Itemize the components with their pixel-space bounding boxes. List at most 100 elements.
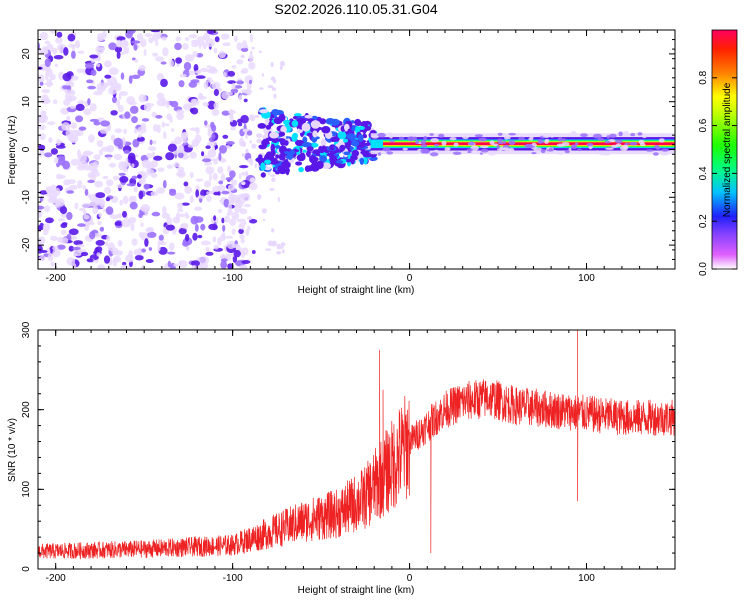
spectrogram-cell — [177, 152, 184, 159]
spectrogram-cell — [96, 85, 106, 93]
spectrogram-cell — [62, 72, 72, 82]
spectrogram-cell — [248, 182, 258, 191]
spectrogram-cell — [200, 240, 211, 246]
spectrogram-cell — [185, 246, 190, 251]
spectrogram-cell — [162, 180, 167, 189]
spectrogram-cell — [162, 205, 167, 215]
spectrogram-cell — [213, 244, 219, 250]
spectrogram-cell — [211, 145, 216, 153]
spectrogram-cell — [94, 180, 104, 188]
spectrogram-cell — [93, 154, 101, 161]
spectrogram-cell — [145, 259, 154, 263]
spectrogram-cell — [223, 72, 227, 78]
spectrogram-cell — [131, 163, 135, 168]
spectrogram-cell — [201, 151, 205, 157]
spectrogram-cell — [270, 61, 274, 68]
spectrogram-cell — [208, 67, 218, 74]
spectrogram-cell — [298, 167, 304, 173]
spectrogram-cell — [92, 161, 99, 169]
spectrogram-cell — [343, 151, 351, 156]
spectrogram-cell — [479, 152, 483, 155]
spectrogram-cell — [138, 94, 147, 103]
spectrogram-cell — [304, 165, 311, 172]
spectrogram-cell — [189, 108, 194, 113]
spectrogram-cell — [129, 201, 138, 210]
spectrogram-cell — [87, 98, 91, 106]
spectrogram-cell — [227, 184, 236, 191]
spectrogram-cell — [231, 211, 240, 220]
spectrogram-cell — [496, 144, 500, 150]
spectrogram-cell — [138, 178, 143, 185]
spectrogram-cell — [89, 221, 95, 226]
spectrogram-cell — [50, 235, 58, 241]
spectrogram-cell — [351, 149, 360, 157]
x-tick-label: -100 — [223, 273, 243, 284]
spectrogram-cell — [269, 131, 279, 139]
spectrogram-cell — [238, 94, 243, 101]
y-tick-label: 100 — [21, 481, 32, 498]
spectrogram-cell — [250, 33, 253, 43]
spectrogram-cell — [38, 209, 43, 218]
spectrogram-cell — [129, 105, 139, 114]
spectrogram-cell — [577, 148, 582, 152]
spectrogram-cell — [441, 140, 447, 146]
spectrogram-cell — [243, 221, 247, 225]
spectrogram-cell — [227, 165, 231, 173]
spectrogram-cell — [192, 51, 198, 58]
spectrogram-cell — [220, 260, 228, 269]
spectrogram-cell — [206, 191, 210, 195]
spectrogram-cell — [197, 195, 206, 199]
spectrogram-cell — [87, 179, 95, 184]
spectrogram-cell — [281, 249, 285, 254]
spectrogram-cell — [246, 130, 253, 136]
spectrogram-cell — [116, 51, 121, 59]
snr-axes: -200 -100 0 100 0 100 200 300 — [21, 321, 676, 584]
spectrogram-cell — [126, 183, 136, 187]
spectrogram-cell — [618, 131, 623, 137]
spectrogram-cell — [466, 148, 473, 152]
spectrogram-cell — [131, 40, 141, 44]
spectrogram-cell — [438, 133, 445, 138]
spectrogram-cell — [118, 172, 126, 176]
spectrogram-cell — [204, 120, 208, 126]
spectrogram-cell — [120, 264, 130, 269]
spectrogram-cell — [90, 69, 97, 76]
snr-x-axis-label: Height of straight line (km) — [298, 585, 415, 596]
spectrogram-cell — [267, 85, 274, 89]
spectrogram-cell — [113, 153, 123, 160]
spectrogram-cell — [198, 43, 202, 49]
spectrogram-cell — [264, 166, 271, 171]
spectrogram-cell — [124, 111, 131, 119]
spectrogram-cell — [258, 50, 263, 53]
spectrogram-cell — [156, 187, 166, 194]
spectrogram-cell — [420, 148, 429, 153]
spectrogram-cell — [140, 38, 147, 48]
spectrogram-cell — [320, 138, 327, 148]
spectrogram-cell — [76, 244, 85, 248]
spectrogram-cell — [166, 164, 173, 169]
spectrogram-cell — [230, 88, 239, 94]
spectrogram-cell — [218, 152, 222, 161]
spectrogram-cell — [227, 70, 236, 77]
spectrogram-cell — [40, 50, 49, 54]
spectrogram-cell — [109, 214, 120, 220]
spectrogram-cell — [586, 143, 594, 147]
y-tick-label: 300 — [21, 321, 32, 338]
spectrogram-cell — [339, 144, 346, 152]
spectrogram-cell — [130, 223, 135, 232]
spectrogram-cell — [246, 91, 251, 96]
spectrogram-cell — [56, 31, 63, 38]
spectrogram-cell — [60, 223, 68, 229]
spectrogram-cell — [114, 221, 123, 226]
colorbar-tick-label: 0.0 — [698, 262, 709, 276]
spectrogram-cell — [218, 180, 224, 185]
spectrogram-cell — [271, 228, 275, 233]
spectrogram-cell — [262, 138, 270, 144]
spectrogram-cell — [658, 138, 665, 143]
spectrogram-cell — [211, 133, 216, 140]
spectrogram-cell — [169, 188, 176, 193]
spectrogram-cell — [280, 60, 285, 67]
spectrogram-cell — [143, 48, 147, 56]
spectrogram-cell — [615, 143, 622, 147]
